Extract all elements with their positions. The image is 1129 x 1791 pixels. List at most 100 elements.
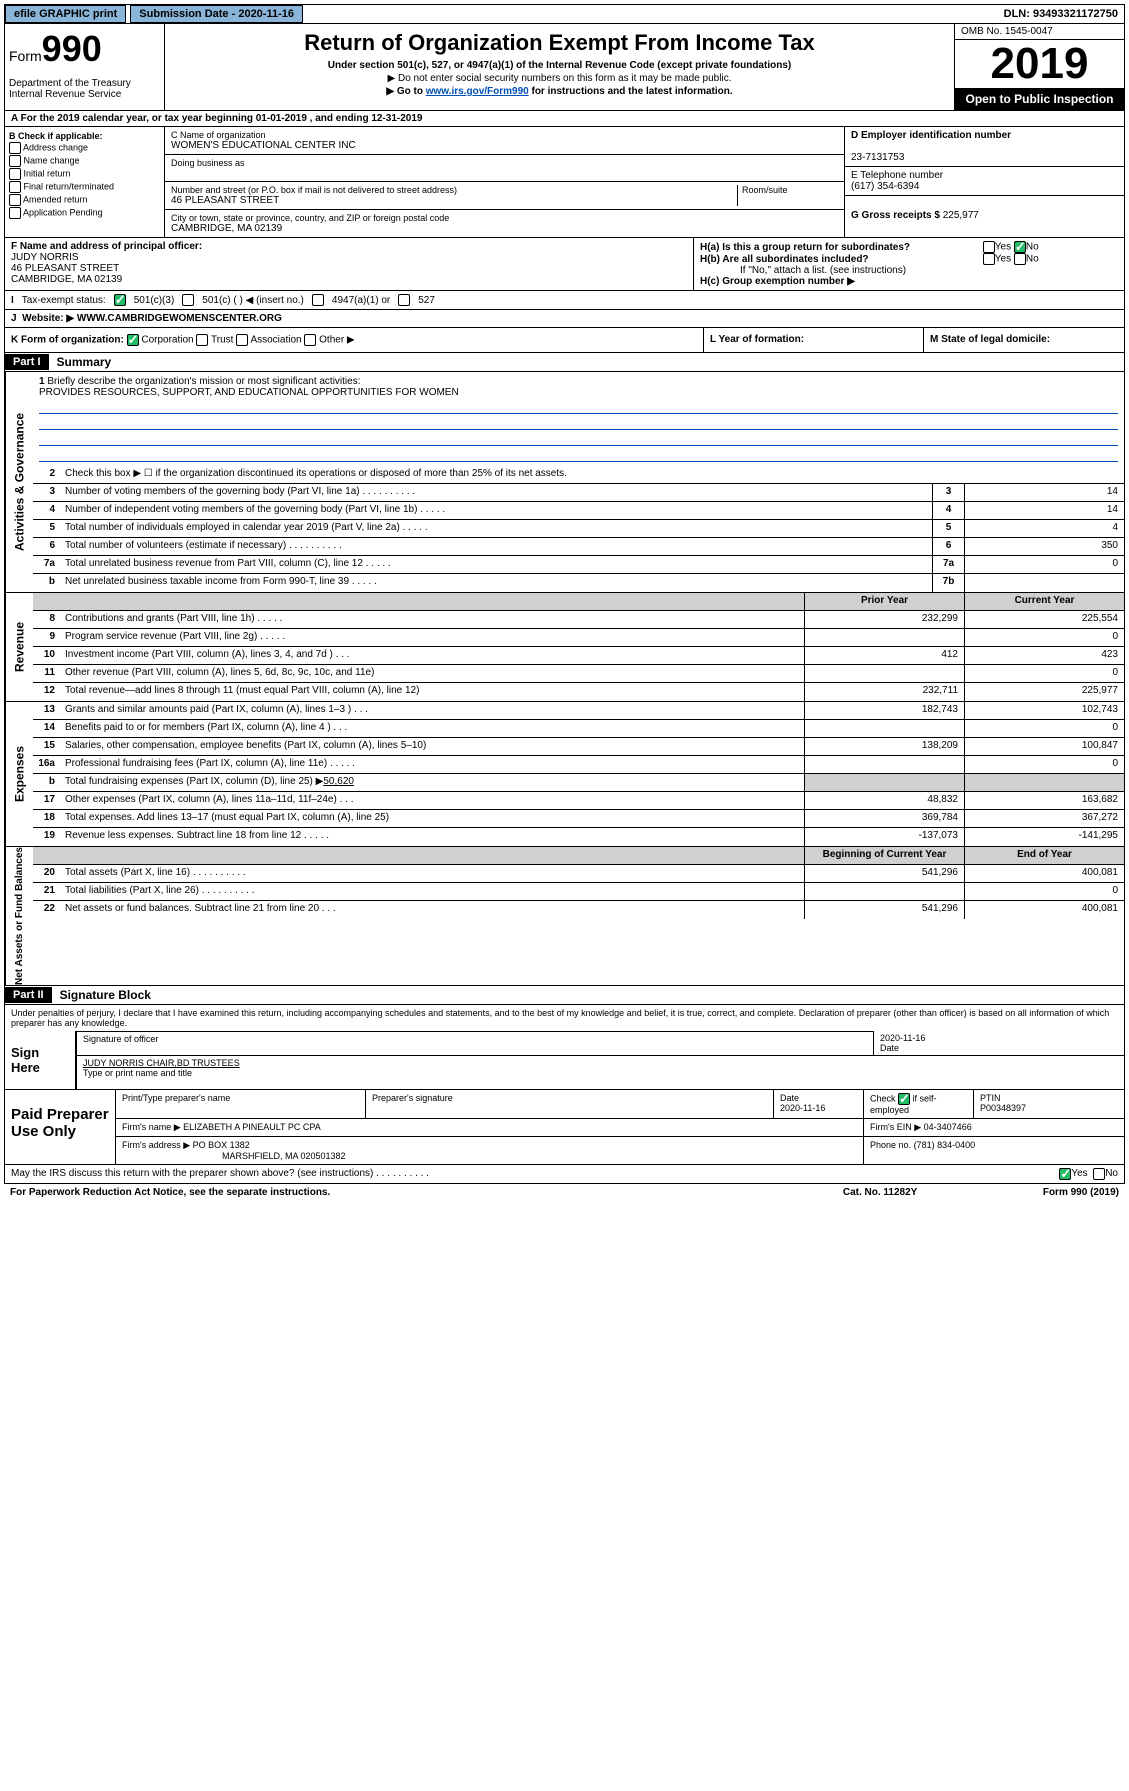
note-1: ▶ Do not enter social security numbers o… (171, 73, 948, 84)
footer-right: Form 990 (2019) (1043, 1187, 1119, 1198)
check-amended[interactable]: Amended return (9, 194, 160, 206)
c18: 367,272 (964, 810, 1124, 827)
tax-year: 2019 (955, 40, 1124, 88)
department: Department of the Treasury Internal Reve… (9, 78, 160, 100)
p22: 541,296 (804, 901, 964, 919)
part2-header: Part II Signature Block (4, 986, 1125, 1005)
period-end: 12-31-2019 (371, 113, 422, 124)
part2-badge: Part II (5, 987, 52, 1003)
firm-city: MARSHFIELD, MA 020501382 (122, 1151, 346, 1161)
check-501c[interactable] (182, 294, 194, 306)
discuss-yes[interactable] (1059, 1168, 1071, 1180)
C-city-label: City or town, state or province, country… (171, 213, 838, 223)
period-a: A For the 2019 calendar year, or tax yea… (11, 113, 256, 124)
check-527[interactable] (398, 294, 410, 306)
check-assoc[interactable] (236, 334, 248, 346)
officer-addr1: 46 PLEASANT STREET (11, 263, 119, 274)
I-o2: 501(c) ( ) ◀ (insert no.) (202, 295, 304, 306)
C-room-label: Room/suite (738, 185, 838, 206)
q5-label: Total number of individuals employed in … (61, 520, 932, 537)
netassets-table: Net Assets or Fund Balances Beginning of… (4, 847, 1125, 986)
period-b: , and ending (307, 113, 371, 124)
check-final[interactable]: Final return/terminated (9, 181, 160, 193)
p17: 48,832 (804, 792, 964, 809)
note2-pre: ▶ Go to (386, 86, 425, 97)
Ha-label: H(a) Is this a group return for subordin… (700, 242, 980, 253)
E-label: E Telephone number (851, 170, 943, 181)
efile-button[interactable]: efile GRAPHIC print (5, 5, 126, 23)
c19: -141,295 (964, 828, 1124, 846)
q16b: Total fundraising expenses (Part IX, col… (61, 774, 804, 791)
check-other[interactable] (304, 334, 316, 346)
c17: 163,682 (964, 792, 1124, 809)
check-name[interactable]: Name change (9, 155, 160, 167)
check-501c3[interactable] (114, 294, 126, 306)
p10: 412 (804, 647, 964, 664)
sig-officer-label: Signature of officer (83, 1034, 158, 1044)
form-label: Form (9, 48, 42, 64)
B-amend: Amended return (23, 194, 88, 204)
K-label: K Form of organization: (11, 335, 124, 346)
mission-box: 1 Briefly describe the organization's mi… (33, 372, 1124, 466)
signature-section: Under penalties of perjury, I declare th… (4, 1005, 1125, 1090)
firm-name-label: Firm's name ▶ (122, 1122, 181, 1132)
check-application[interactable]: Application Pending (9, 207, 160, 219)
I-o1: 501(c)(3) (134, 295, 175, 306)
q16b-text: Total fundraising expenses (Part IX, col… (65, 776, 323, 787)
K-trust: Trust (211, 335, 233, 346)
p18: 369,784 (804, 810, 964, 827)
q1-label: Briefly describe the organization's miss… (47, 376, 360, 387)
firm-name: ELIZABETH A PINEAULT PC CPA (183, 1122, 321, 1132)
ein-value: 23-7131753 (851, 152, 904, 163)
q4-label: Number of independent voting members of … (61, 502, 932, 519)
omb-number: OMB No. 1545-0047 (955, 24, 1124, 40)
firm-addr-label: Firm's address ▶ (122, 1140, 190, 1150)
Hb-yes[interactable] (983, 253, 995, 265)
org-city: CAMBRIDGE, MA 02139 (171, 223, 838, 234)
I-label: Tax-exempt status: (22, 295, 106, 306)
Hb-yes-lbl: Yes (995, 254, 1011, 265)
p8: 232,299 (804, 611, 964, 628)
hdr-eoy: End of Year (964, 847, 1124, 864)
gross-receipts: 225,977 (943, 210, 979, 221)
check-self-employed[interactable] (898, 1093, 910, 1105)
c22: 400,081 (964, 901, 1124, 919)
check-trust[interactable] (196, 334, 208, 346)
B-name: Name change (24, 155, 80, 165)
note-2: ▶ Go to www.irs.gov/Form990 for instruct… (171, 86, 948, 97)
c12: 225,977 (964, 683, 1124, 701)
side-netassets: Net Assets or Fund Balances (5, 847, 33, 985)
dln: DLN: 93493321172750 (998, 6, 1124, 22)
I-o3: 4947(a)(1) or (332, 295, 390, 306)
sig-date-label: Date (880, 1043, 899, 1053)
v4: 14 (964, 502, 1124, 519)
info-grid: B Check if applicable: Address change Na… (4, 127, 1125, 238)
q12: Total revenue—add lines 8 through 11 (mu… (61, 683, 804, 701)
section-DEG: D Employer identification number 23-7131… (844, 127, 1124, 237)
q8: Contributions and grants (Part VIII, lin… (61, 611, 804, 628)
mission-text: PROVIDES RESOURCES, SUPPORT, AND EDUCATI… (39, 387, 459, 398)
check-initial[interactable]: Initial return (9, 168, 160, 180)
c9: 0 (964, 629, 1124, 646)
v7a: 0 (964, 556, 1124, 573)
governance-table: Activities & Governance 1 Briefly descri… (4, 372, 1125, 593)
ptin: P00348397 (980, 1103, 1026, 1113)
row-J: J Website: ▶ WWW.CAMBRIDGEWOMENSCENTER.O… (4, 310, 1125, 328)
section-L: L Year of formation: (704, 328, 924, 352)
check-4947[interactable] (312, 294, 324, 306)
discuss-no[interactable] (1093, 1168, 1105, 1180)
c8: 225,554 (964, 611, 1124, 628)
p21 (804, 883, 964, 900)
expenses-table: Expenses 13Grants and similar amounts pa… (4, 702, 1125, 847)
period-row: A For the 2019 calendar year, or tax yea… (4, 111, 1125, 127)
footer-mid: Cat. No. 11282Y (843, 1187, 1043, 1198)
check-address[interactable]: Address change (9, 142, 160, 154)
Ha-no[interactable] (1014, 241, 1026, 253)
hdr-boc: Beginning of Current Year (804, 847, 964, 864)
form990-link[interactable]: www.irs.gov/Form990 (426, 86, 529, 97)
Ha-yes[interactable] (983, 241, 995, 253)
side-expenses: Expenses (5, 702, 33, 846)
B-header: B Check if applicable: (9, 131, 103, 141)
check-corp[interactable] (127, 334, 139, 346)
submission-date-button[interactable]: Submission Date - 2020-11-16 (130, 5, 303, 23)
